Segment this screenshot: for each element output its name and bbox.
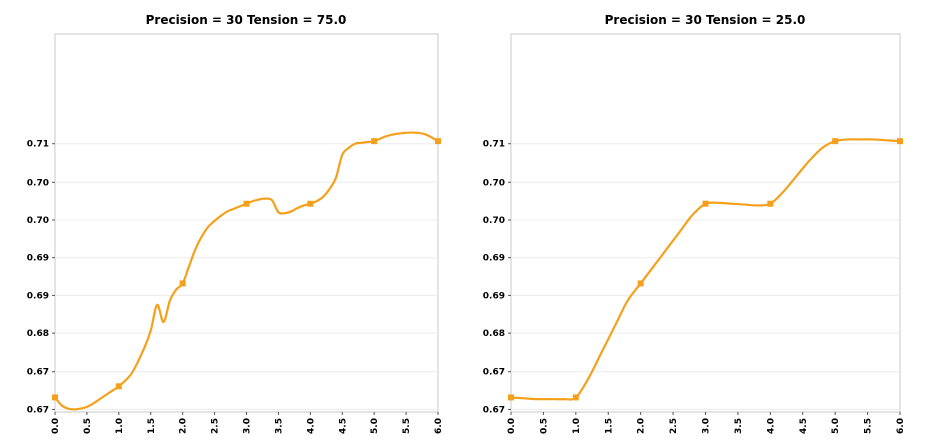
y-tick-label: 0.71: [27, 140, 49, 150]
plot-area: [54, 33, 439, 413]
data-point: [179, 280, 186, 287]
x-tick-label: 1.0: [115, 418, 125, 434]
chart-title: Precision = 30 Tension = 75.0: [146, 13, 347, 27]
data-point: [307, 200, 314, 207]
data-point: [702, 200, 709, 207]
x-tick-label: 6.0: [434, 418, 444, 434]
y-tick-label: 0.70: [483, 178, 505, 188]
x-tick-label: 0.5: [539, 418, 549, 434]
y-tick-label: 0.67: [27, 405, 49, 415]
y-tick-label: 0.67: [483, 368, 505, 378]
x-tick-label: 3.5: [734, 418, 744, 434]
series-line: [53, 131, 440, 411]
data-point: [508, 394, 514, 401]
chart-panel-right: Precision = 30 Tension = 25.0 0.67 0.67 0.6…: [463, 0, 926, 447]
y-tick-label: 0.70: [483, 216, 505, 226]
y-tick-label: 0.70: [27, 178, 49, 188]
y-tick-label: 0.70: [27, 216, 49, 226]
data-point: [832, 138, 839, 145]
x-tick-label: 5.5: [402, 418, 412, 434]
x-tick-label: 1.5: [604, 418, 614, 434]
x-tick-label: 3.5: [274, 418, 284, 434]
x-tick-label: 1.0: [572, 418, 582, 434]
y-tick-label: 0.68: [483, 329, 505, 339]
x-tick-label: 4.0: [766, 418, 776, 434]
x-tick-label: 5.0: [831, 418, 841, 434]
y-tick-label: 0.71: [483, 140, 505, 150]
chart-panel-left: Precision = 30 Tension = 75.0 0.67 0.67 0.6…: [0, 0, 463, 447]
data-point: [897, 138, 903, 145]
x-tick-label: 4.5: [799, 418, 809, 434]
x-tick-label: 6.0: [896, 418, 906, 434]
x-tick-label: 2.5: [669, 418, 679, 434]
x-tick-label: 1.5: [147, 418, 157, 434]
x-tick-label: 4.5: [338, 418, 348, 434]
x-tick-label: 3.0: [243, 418, 253, 434]
data-point: [115, 383, 122, 390]
data-point: [371, 138, 378, 145]
x-tick-label: 0.0: [51, 418, 61, 434]
y-tick-label: 0.67: [27, 368, 49, 378]
data-point: [572, 394, 579, 401]
y-tick-label: 0.67: [483, 405, 505, 415]
y-tick-label: 0.69: [27, 254, 49, 264]
x-tick-label: 0.5: [83, 418, 93, 434]
plot-area: [510, 33, 901, 413]
y-tick-label: 0.69: [483, 254, 505, 264]
data-point: [435, 138, 441, 145]
data-point: [52, 394, 58, 401]
x-tick-label: 2.0: [637, 418, 647, 434]
data-point: [637, 280, 644, 287]
y-tick-label: 0.69: [27, 291, 49, 301]
x-tick-label: 0.0: [507, 418, 517, 434]
chart-title: Precision = 30 Tension = 25.0: [605, 13, 806, 27]
data-point: [243, 200, 250, 207]
x-tick-label: 2.0: [179, 418, 189, 434]
x-tick-label: 3.0: [702, 418, 712, 434]
y-tick-label: 0.69: [483, 291, 505, 301]
chart-right: Precision = 30 Tension = 25.0 0.67 0.67 0.6…: [483, 13, 906, 434]
y-tick-label: 0.68: [27, 329, 49, 339]
x-tick-label: 5.5: [864, 418, 874, 434]
x-tick-label: 2.5: [211, 418, 221, 434]
chart-left: Precision = 30 Tension = 75.0 0.67 0.67 0.6…: [27, 13, 444, 434]
x-tick-label: 4.0: [306, 418, 316, 434]
data-point: [767, 200, 774, 207]
x-tick-label: 5.0: [370, 418, 380, 434]
